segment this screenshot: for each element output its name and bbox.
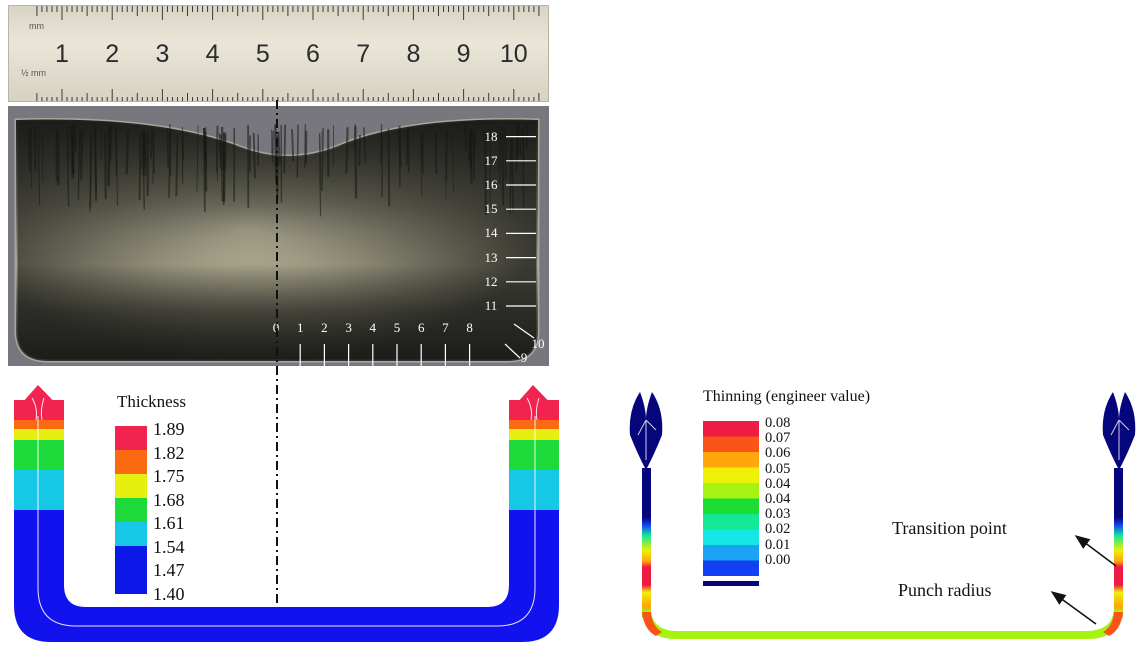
ruler-unit-half-mm: ½ mm: [21, 68, 47, 78]
scale-side-label: 18: [484, 128, 498, 144]
scale-bottom-label: 8: [466, 320, 473, 335]
thickness-legend-value: 1.61: [153, 513, 185, 533]
ruler-number: 4: [205, 40, 220, 68]
ruler-number: 5: [255, 40, 270, 68]
thinning-legend-value: 0.07: [765, 430, 791, 447]
thickness-legend-value: 1.40: [153, 583, 185, 604]
thickness-legend-value: 1.47: [153, 560, 185, 580]
ruler-number: 9: [456, 40, 471, 68]
thickness-legend-value: 1.82: [153, 442, 185, 463]
scale-side-label: 11: [484, 298, 498, 313]
scale-side-label: 13: [484, 249, 498, 265]
ruler-image: mm ½ mm 123456789101: [8, 5, 549, 102]
scale-side-label: 14: [484, 225, 498, 241]
transition-point-label: Transition point: [892, 518, 1007, 538]
thinning-legend-title: Thinning (engineer value): [703, 388, 871, 405]
thickness-legend-value: 1.89: [153, 419, 185, 439]
thinning-legend-value: 0.05: [765, 460, 791, 477]
thickness-profile: [14, 385, 559, 642]
ruler-number: 8: [406, 40, 421, 68]
thinning-legend-value: 0.04: [765, 491, 791, 507]
scale-bottom-label: 1: [296, 320, 304, 335]
scale-side-label: 17: [484, 152, 498, 168]
scale-bottom-label: 2: [321, 320, 328, 335]
thinning-legend-value: 0.08: [765, 415, 791, 431]
thinning-legend-value: 0.03: [765, 506, 791, 523]
thickness-color-bar: [115, 426, 147, 594]
thinning-legend-value: 0.06: [765, 445, 791, 462]
scale-bottom-label: 6: [417, 320, 425, 335]
thickness-legend-title: Thickness: [117, 392, 186, 411]
specimen-photo-drawing: [14, 118, 540, 363]
ruler-number: 2: [105, 40, 120, 68]
scale-side-label: 12: [484, 273, 498, 289]
scale-corner-label: 10: [531, 336, 545, 351]
thinning-legend-value: 0.00: [765, 551, 791, 568]
thinning-profile: [629, 392, 1136, 639]
thinning-legend-value: 0.02: [765, 521, 791, 538]
scale-bottom-label: 0: [272, 320, 280, 335]
ruler-unit-mm: mm: [29, 21, 44, 31]
ruler-ticks: [36, 6, 540, 101]
ruler-number: 6: [306, 40, 320, 68]
scale-side-label: 15: [484, 201, 498, 217]
thinning-color-bar: [703, 421, 759, 586]
photo-scale-ticks: [299, 136, 536, 366]
thickness-legend-value: 1.68: [153, 489, 185, 510]
thickness-legend-value: 1.54: [153, 536, 185, 557]
thickness-legend-value: 1.75: [153, 466, 185, 486]
thinning-legend-value: 0.04: [765, 475, 791, 492]
thinning-legend-value: 0.01: [765, 536, 791, 553]
punch-radius-arrow: [1050, 591, 1097, 625]
transition-point-arrow: [1074, 535, 1117, 567]
punch-radius-label: Punch radius: [898, 580, 992, 600]
scale-corner-label: 9: [520, 350, 528, 365]
ruler-number: 1: [55, 40, 69, 68]
ruler-number: 3: [155, 40, 170, 68]
ruler-number: 7: [356, 40, 371, 68]
scale-bottom-label: 3: [345, 320, 352, 335]
scale-bottom-label: 5: [393, 320, 401, 335]
scale-side-label: 16: [484, 177, 498, 192]
scale-bottom-label: 7: [442, 320, 449, 335]
scale-bottom-label: 4: [369, 320, 377, 335]
ruler-number: 10: [499, 40, 528, 68]
